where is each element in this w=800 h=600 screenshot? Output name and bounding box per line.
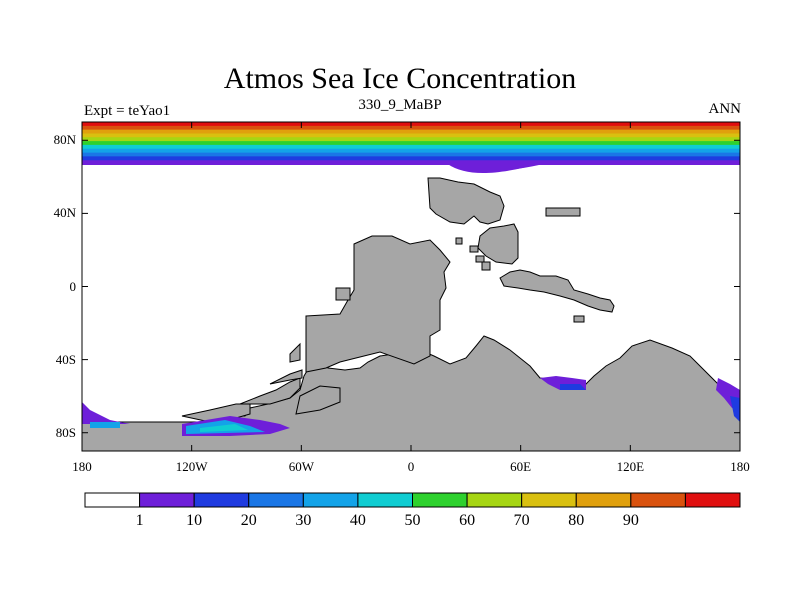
colorbar-label: 70 — [513, 512, 530, 529]
colorbar-label: 80 — [568, 512, 585, 529]
lat-tick-label: 40N — [53, 205, 76, 221]
axis-ticks — [81, 122, 741, 451]
land-mass — [481, 261, 491, 271]
land-mass — [305, 235, 451, 373]
north-ice-band — [82, 160, 740, 171]
north-ice-band — [82, 133, 740, 141]
land-mass — [573, 315, 585, 323]
lon-tick-label: 0 — [407, 459, 415, 474]
north-ice-band — [82, 156, 740, 167]
north-ice-dip — [447, 164, 539, 174]
colorbar-box — [521, 492, 577, 508]
land-mass — [335, 287, 351, 301]
colorbar-label: 30 — [295, 512, 312, 529]
north-ice-band — [82, 152, 740, 163]
colorbar-box — [630, 492, 686, 508]
land-mass — [499, 269, 615, 313]
land-mass — [475, 255, 485, 263]
land-mass — [455, 237, 463, 245]
north-ice-band — [82, 137, 740, 145]
colorbar-label: 40 — [349, 512, 366, 529]
lat-tick-label: 40S — [55, 351, 76, 367]
land-masses — [81, 177, 741, 452]
land-mass — [469, 245, 479, 253]
lat-tick-label: 80N — [53, 132, 76, 148]
land-mass — [427, 177, 505, 225]
colorbar-box — [193, 492, 250, 508]
colorbar-box — [302, 492, 359, 508]
lon-tick-label: 60W — [288, 459, 314, 474]
north-ice-band — [82, 129, 740, 137]
south-ice-west-core — [90, 422, 120, 428]
lon-tick-label: 120E — [616, 459, 645, 474]
colorbar-box — [466, 492, 523, 508]
north-ice-bands — [82, 122, 740, 174]
lon-tick-label: 120W — [175, 459, 208, 474]
south-ice-west — [82, 402, 130, 424]
colorbar-label: 90 — [622, 512, 639, 529]
lon-tick-label: 60E — [510, 459, 532, 474]
colorbar-box — [357, 492, 413, 508]
land-mass — [295, 385, 341, 415]
lat-tick-label: 0 — [69, 278, 77, 294]
chart-title: Atmos Sea Ice Concentration — [223, 62, 577, 95]
south-ice-central-core — [200, 424, 248, 432]
land-mass — [289, 342, 301, 363]
lon-tick-label: 180 — [730, 459, 750, 474]
lat-tick-label: 80S — [55, 424, 76, 440]
land-mass — [545, 207, 581, 217]
season-label: ANN — [708, 101, 742, 117]
colorbar-label: 10 — [186, 512, 203, 529]
colorbar-box — [248, 492, 304, 508]
colorbar-label: 50 — [404, 512, 421, 529]
experiment-label: Expt = teYao1 — [84, 103, 171, 119]
colorbar-label: 1 — [135, 512, 144, 529]
colorbar-label: 60 — [459, 512, 476, 529]
colorbar — [84, 492, 741, 508]
colorbar-label: 20 — [240, 512, 257, 529]
colorbar-box — [684, 492, 741, 508]
south-ice-patches — [82, 376, 740, 436]
period-label: 330_9_MaBP — [358, 97, 442, 113]
south-ice-east-core — [730, 396, 740, 422]
land-mass — [477, 223, 519, 265]
colorbar-box — [139, 492, 195, 508]
south-ice-indian-core — [560, 384, 586, 390]
colorbar-box — [575, 492, 632, 508]
colorbar-box — [412, 492, 468, 508]
land-mass — [269, 369, 303, 385]
colorbar-box — [84, 492, 141, 508]
lon-tick-label: 180 — [72, 459, 92, 474]
